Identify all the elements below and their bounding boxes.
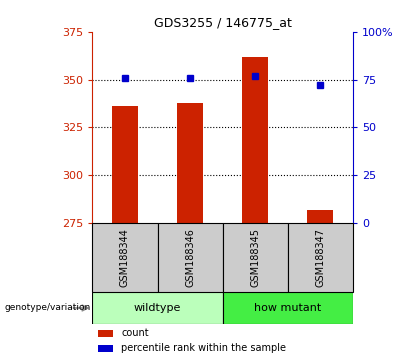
Bar [97,345,113,352]
Text: GSM188344: GSM188344 [120,228,130,287]
Bar [307,210,333,223]
Text: genotype/variation: genotype/variation [4,303,90,313]
Text: count: count [121,328,149,338]
Text: percentile rank within the sample: percentile rank within the sample [121,343,286,353]
Title: GDS3255 / 146775_at: GDS3255 / 146775_at [154,16,291,29]
Text: wildtype: wildtype [134,303,181,313]
Bar [242,57,268,223]
Bar [112,107,138,223]
Bar [92,223,158,292]
Bar [288,223,353,292]
Bar [223,223,288,292]
Text: GSM188345: GSM188345 [250,228,260,287]
Bar [158,223,223,292]
Bar [223,292,353,324]
Text: how mutant: how mutant [254,303,321,313]
Bar [97,330,113,337]
Bar [92,292,223,324]
Bar [177,103,203,223]
Text: GSM188347: GSM188347 [315,228,325,287]
Text: GSM188346: GSM188346 [185,228,195,287]
